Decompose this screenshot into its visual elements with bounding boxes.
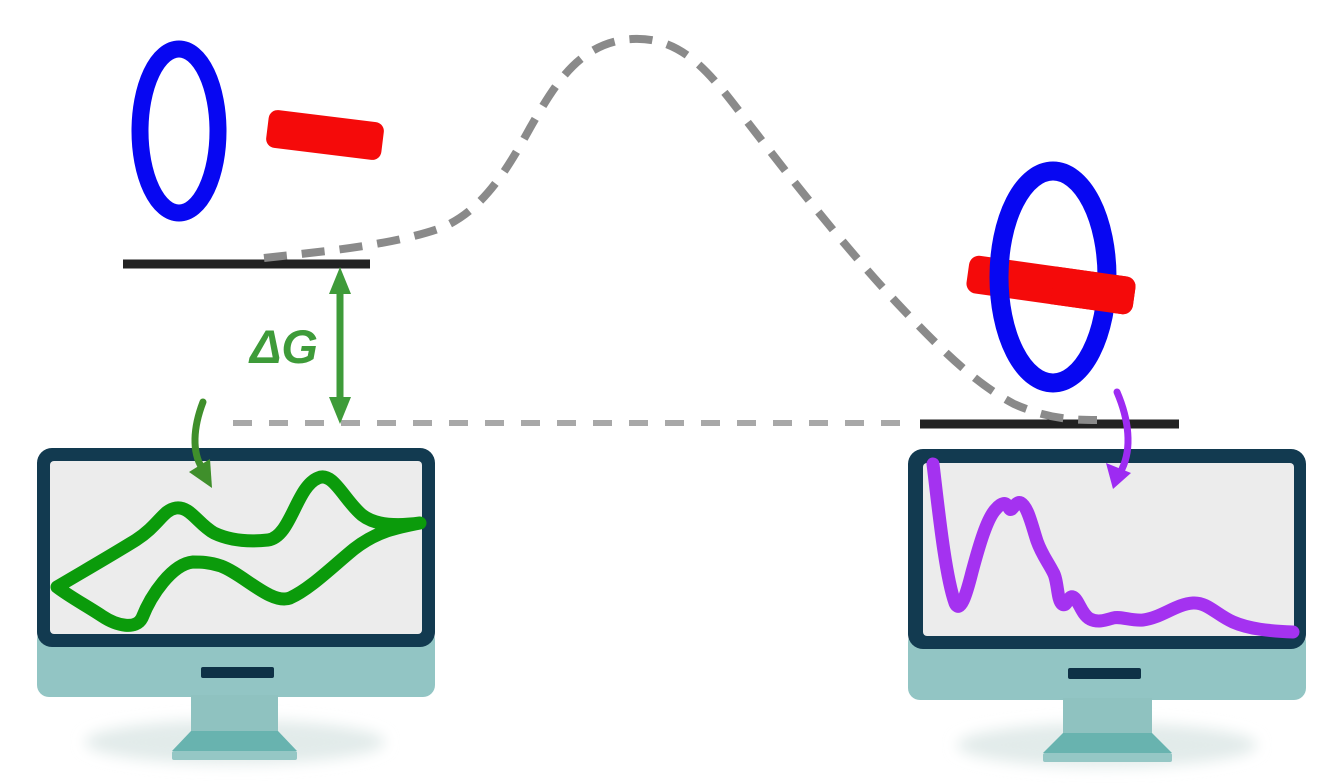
delta-g-arrowhead-up: [329, 267, 351, 294]
cv-arrowhead: [189, 459, 212, 488]
monitor-foot-base: [1043, 753, 1172, 762]
monitor-slot: [201, 667, 274, 678]
spectrum-arrowhead: [1106, 463, 1131, 489]
spectrum-arrow-shaft: [1113, 388, 1132, 473]
left-monitor: [37, 448, 435, 764]
activation-energy-dashed-curve: [263, 34, 1098, 424]
cv-arrow-shaft: [191, 398, 207, 472]
cyclic-voltammogram-curve: [50, 470, 427, 632]
delta-g-arrow: [329, 267, 351, 424]
monitor-slot: [1068, 668, 1141, 679]
monitor-neck: [191, 695, 278, 733]
right-monitor: [908, 449, 1306, 767]
delta-g-label: ΔG: [248, 320, 318, 373]
free-rod-icon: [266, 110, 384, 160]
monitor-neck: [1063, 698, 1152, 735]
monitor-foot-base: [172, 751, 297, 760]
spectrum-curve: [926, 457, 1300, 639]
spectrum-arrow: [1106, 388, 1132, 489]
threaded-complex-icon: [966, 161, 1136, 393]
monitor-foot: [1043, 733, 1172, 753]
monitor-screen: [50, 461, 422, 634]
monitor-foot: [172, 731, 297, 751]
delta-g-arrowhead-down: [329, 397, 351, 424]
cv-arrow: [189, 398, 212, 488]
free-ring-icon: [131, 40, 227, 222]
